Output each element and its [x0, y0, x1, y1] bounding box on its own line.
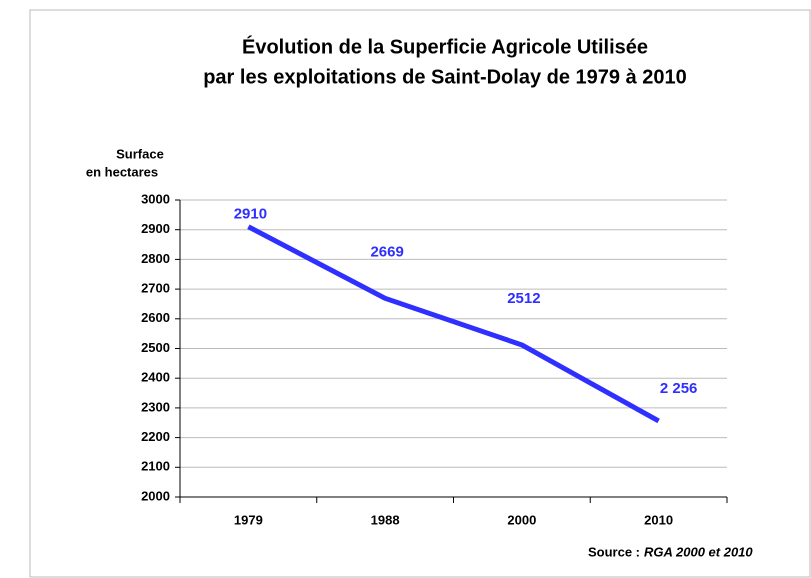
source-label: Source :	[588, 544, 640, 559]
y-tick-label: 2100	[141, 459, 170, 474]
y-tick-label: 2400	[141, 370, 170, 385]
y-tick-label: 2700	[141, 281, 170, 296]
source-text: RGA 2000 et 2010	[644, 544, 753, 559]
y-axis-label: en hectares	[86, 164, 158, 179]
x-tick-label: 2010	[644, 512, 673, 527]
y-tick-label: 2800	[141, 251, 170, 266]
value-label: 2910	[234, 206, 267, 223]
y-tick-label: 2900	[141, 221, 170, 236]
y-tick-label: 2200	[141, 429, 170, 444]
y-axis-label: Surface	[116, 146, 164, 161]
y-tick-label: 3000	[141, 191, 170, 206]
value-label: 2669	[370, 243, 403, 260]
value-label: 2 256	[660, 380, 698, 397]
y-tick-label: 2500	[141, 340, 170, 355]
value-label: 2512	[507, 290, 540, 307]
data-line	[247, 224, 660, 424]
y-tick-label: 2300	[141, 399, 170, 414]
frame	[29, 9, 811, 578]
x-tick-label: 2000	[507, 512, 536, 527]
x-tick-label: 1988	[371, 512, 400, 527]
y-tick-label: 2000	[141, 488, 170, 503]
x-tick-label: 1979	[234, 512, 263, 527]
chart-title: Évolution de la Superficie Agricole Util…	[242, 35, 648, 58]
chart-title: par les exploitations de Saint-Dolay de …	[203, 66, 687, 88]
y-tick-label: 2600	[141, 310, 170, 325]
